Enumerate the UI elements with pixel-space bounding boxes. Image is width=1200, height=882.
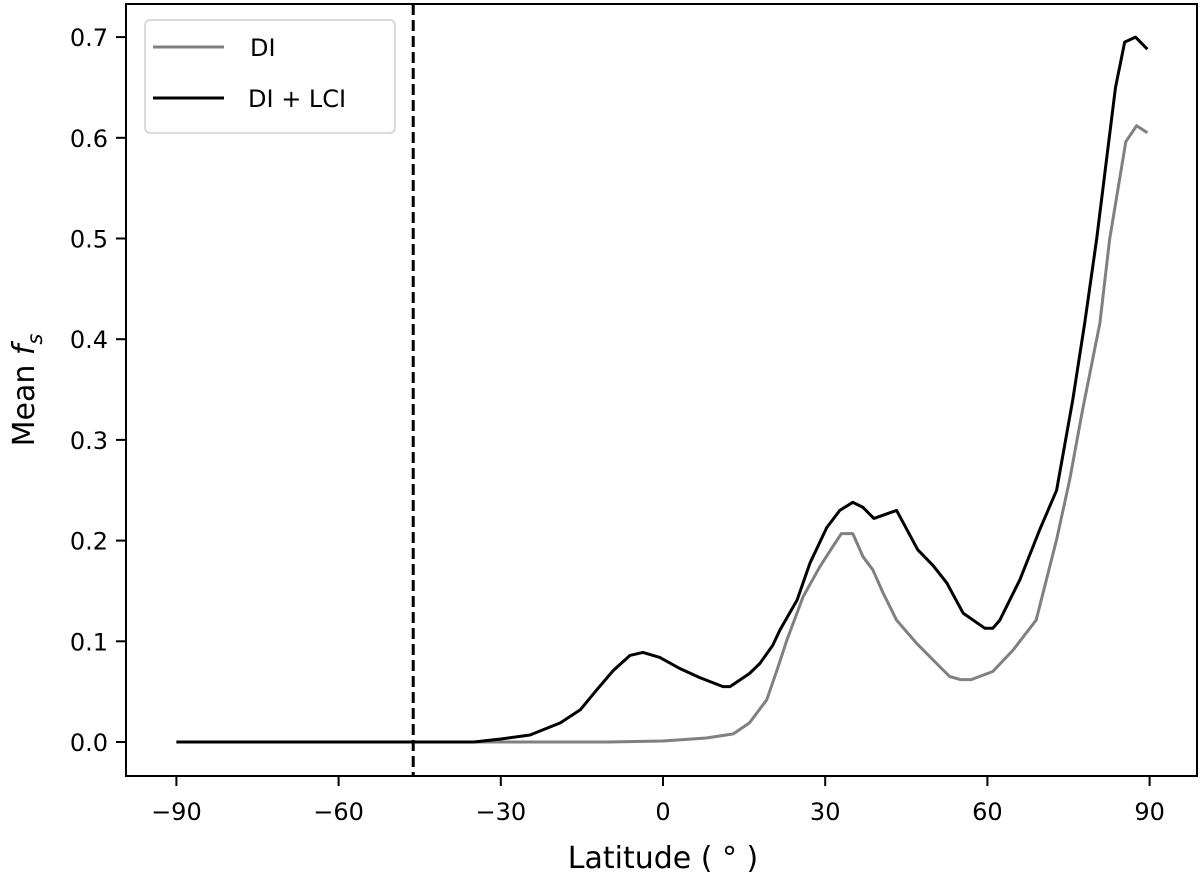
- y-axis-label: Mean fs: [7, 334, 47, 447]
- y-axis-ticks: 0.0 0.1 0.2 0.3 0.4 0.5 0.6 0.7: [70, 24, 126, 757]
- x-tick-label: −90: [151, 798, 202, 826]
- series-line-di-lci: [176, 35, 1149, 744]
- x-tick-label: 0: [655, 798, 670, 826]
- y-tick-label: 0.1: [70, 628, 108, 656]
- x-tick-label: 60: [972, 798, 1003, 826]
- x-tick-label: 90: [1134, 798, 1165, 826]
- legend: DI DI + LCI: [144, 19, 396, 134]
- legend-label-di: DI: [250, 34, 276, 62]
- y-tick-label: 0.5: [70, 226, 108, 254]
- y-tick-label: 0.0: [70, 729, 108, 757]
- x-axis-ticks: −90 −60 −30 0 30 60 90: [151, 776, 1165, 826]
- x-tick-label: −60: [313, 798, 364, 826]
- y-tick-label: 0.6: [70, 125, 108, 153]
- y-tick-label: 0.3: [70, 427, 108, 455]
- y-tick-label: 0.2: [70, 528, 108, 556]
- x-axis-label: Latitude ( ° ): [568, 841, 759, 876]
- y-tick-label: 0.4: [70, 326, 108, 354]
- series-line-di: [176, 124, 1149, 744]
- x-tick-label: −30: [475, 798, 526, 826]
- y-tick-label: 0.7: [70, 24, 108, 52]
- legend-label-di-lci: DI + LCI: [248, 85, 346, 113]
- x-tick-label: 30: [810, 798, 841, 826]
